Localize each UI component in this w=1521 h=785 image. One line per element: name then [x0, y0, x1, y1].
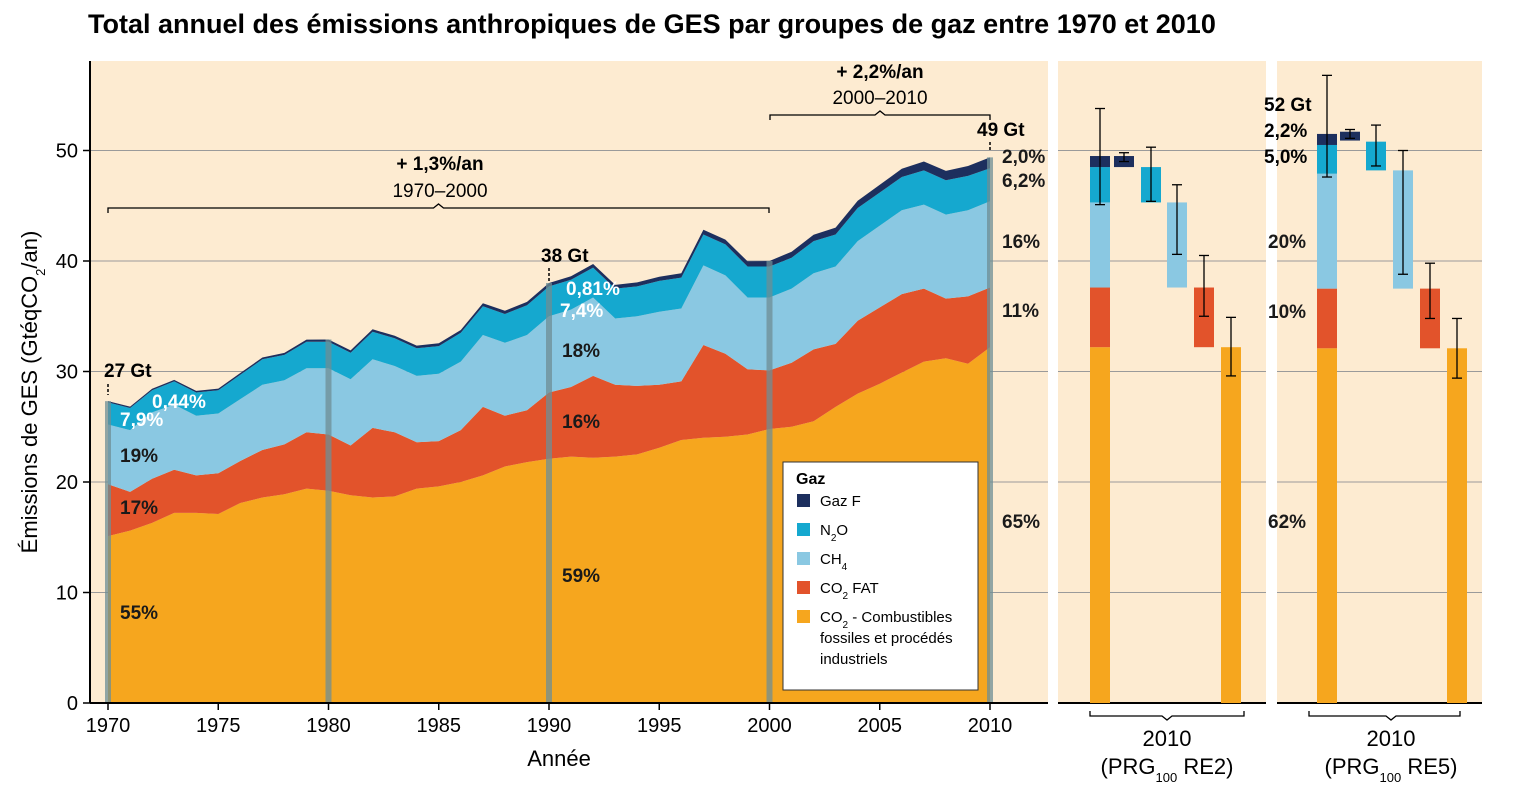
bar-total-segment-co2-fat	[1090, 287, 1110, 348]
re5-bar-panel: 2010 (PRG100 RE5) 52 Gt 2,2% 5,0% 20% 10% 62%	[1264, 61, 1482, 785]
legend-title: Gaz	[796, 471, 825, 488]
share-1970-co2-fat: 17%	[120, 498, 158, 519]
bar-total-segment-co2-fossil	[1090, 347, 1110, 703]
panel-label-year: 2010	[1367, 726, 1416, 751]
re2-bar-panel: 2010 (PRG100 RE2)	[1058, 61, 1266, 785]
y-tick-label: 0	[67, 693, 78, 715]
legend-swatch-gaz-f	[797, 494, 810, 507]
total-label-re5: 52 Gt	[1264, 95, 1312, 116]
bar-co2-fossil	[1447, 348, 1467, 703]
bar-total-segment-ch4	[1317, 173, 1337, 289]
share-re5-gaz-f: 2,2%	[1264, 121, 1307, 142]
legend-label-continuation: industriels	[820, 651, 888, 668]
legend: Gaz Gaz F N2O CH4 CO2 FAT CO2 - Combustiblesf…	[782, 461, 979, 691]
share-2010-co2-fossil: 65%	[1002, 512, 1040, 533]
y-axis-title: Émissions de GES (GtéqCO2/an)	[17, 231, 48, 554]
total-label-2010: 49 Gt	[977, 120, 1025, 141]
growth-period-1970-2000: 1970–2000	[392, 181, 487, 202]
growth-rate-1970-2000: + 1,3%/an	[396, 154, 483, 175]
y-tick-label: 40	[56, 251, 78, 273]
share-1970-ch4: 19%	[120, 446, 158, 467]
share-1990-co2-fossil: 59%	[562, 566, 600, 587]
bar-total-segment-co2-fat	[1317, 288, 1337, 349]
share-1970-gaz-f: 0,44%	[152, 392, 206, 413]
legend-box	[782, 461, 979, 691]
bar-total-segment-ch4	[1090, 202, 1110, 288]
share-2010-n2o: 6,2%	[1002, 171, 1045, 192]
share-1990-n2o: 7,4%	[560, 301, 603, 322]
total-label-1990: 38 Gt	[541, 246, 589, 267]
y-tick-label: 10	[56, 583, 78, 605]
legend-label-ch4: CH4	[820, 551, 848, 573]
share-re5-co2-fossil: 62%	[1268, 512, 1306, 533]
y-tick-label: 30	[56, 362, 78, 384]
chart-title: Total annuel des émissions anthropiques …	[88, 9, 1216, 39]
share-1990-gaz-f: 0,81%	[566, 279, 620, 300]
legend-swatch-co2-fat	[797, 581, 810, 594]
legend-label-continuation: fossiles et procédés	[820, 630, 953, 647]
bar-co2-fossil	[1221, 347, 1241, 703]
share-2010-co2-fat: 11%	[1002, 301, 1039, 322]
growth-period-2000-2010: 2000–2010	[832, 88, 927, 109]
main-area-chart: 0 10 20 30 40 50 1970 1975 1980 1985 1990 1995 2000 2…	[17, 61, 1048, 771]
share-re5-n2o: 5,0%	[1264, 147, 1307, 168]
panel-label-year: 2010	[1143, 726, 1192, 751]
x-axis-title: Année	[527, 746, 591, 771]
share-2010-gaz-f: 2,0%	[1002, 147, 1045, 168]
x-tick-label: 2010	[968, 715, 1013, 737]
x-tick-label: 1990	[527, 715, 572, 737]
panel-label-metric: (PRG100 RE5)	[1325, 754, 1458, 785]
y-tick-label: 50	[56, 141, 78, 163]
share-1970-n2o: 7,9%	[120, 410, 163, 431]
x-tick-label: 2000	[747, 715, 792, 737]
x-tick-label: 1985	[417, 715, 462, 737]
bar-total-segment-co2-fossil	[1317, 348, 1337, 703]
bar-co2-fat	[1194, 287, 1214, 348]
legend-label-n2o: N2O	[820, 522, 848, 544]
x-tick-label: 1980	[306, 715, 351, 737]
total-label-1970: 27 Gt	[104, 361, 152, 382]
share-re5-co2-fat: 10%	[1268, 302, 1306, 323]
legend-swatch-ch4	[797, 552, 810, 565]
legend-label-gaz-f: Gaz F	[820, 493, 861, 510]
legend-label-co2-fossil: CO2 - Combustibles	[820, 609, 952, 631]
x-tick-label: 1975	[196, 715, 241, 737]
x-tick-label: 2005	[858, 715, 903, 737]
legend-swatch-n2o	[797, 523, 810, 536]
growth-bracket-1970-2000	[107, 203, 770, 213]
share-1990-co2-fat: 16%	[562, 412, 600, 433]
share-re5-ch4: 20%	[1268, 232, 1306, 253]
panel-label-metric: (PRG100 RE2)	[1101, 754, 1234, 785]
legend-label-co2-fat: CO2 FAT	[820, 580, 879, 602]
share-1970-co2-fossil: 55%	[120, 603, 158, 624]
share-2010-ch4: 16%	[1002, 232, 1040, 253]
x-tick-label: 1995	[637, 715, 682, 737]
growth-rate-2000-2010: + 2,2%/an	[836, 62, 923, 83]
y-tick-label: 20	[56, 472, 78, 494]
panel-bracket	[1308, 711, 1461, 721]
x-tick-label: 1970	[86, 715, 131, 737]
panel-bracket	[1089, 711, 1245, 721]
growth-bracket-2000-2010	[769, 110, 991, 120]
share-1990-ch4: 18%	[562, 341, 600, 362]
legend-swatch-co2-fossil	[797, 610, 810, 623]
